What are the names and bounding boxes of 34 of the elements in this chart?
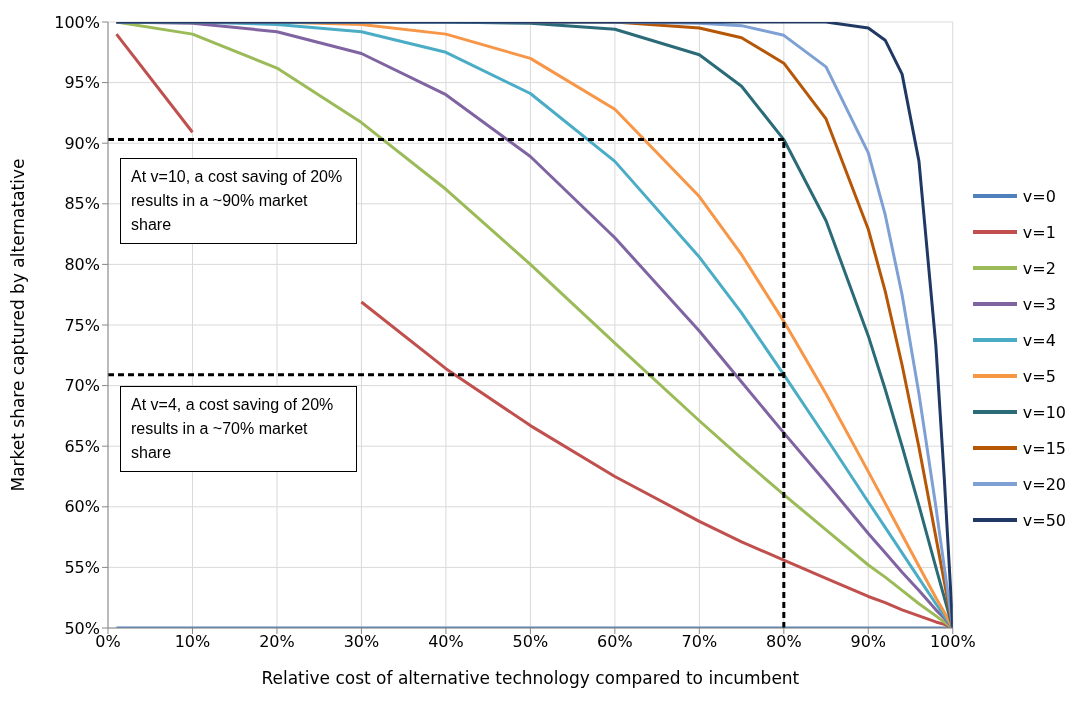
legend-label: v=3 [1022,294,1056,314]
x-tick-label: 50% [512,632,549,652]
x-tick-label: 70% [681,632,718,652]
y-tick-label: 55% [64,558,100,578]
y-axis-title: Market share captured by alternatative [8,158,29,492]
legend-label: v=4 [1022,330,1056,350]
x-tick-label: 10% [174,632,211,652]
legend-label: v=10 [1022,402,1066,422]
x-tick-label: 80% [766,632,802,652]
x-tick-label: 40% [428,632,464,652]
x-tick-label: 100% [929,632,976,652]
y-tick-label: 75% [64,315,100,335]
x-axis-title: Relative cost of alternative technology compared to incumbent [261,668,800,688]
legend-label: v=5 [1022,366,1056,386]
y-tick-label: 85% [64,194,100,214]
legend-label: v=50 [1022,510,1066,530]
y-tick-label: 100% [54,12,100,32]
y-tick-label: 90% [64,133,100,153]
legend-label: v=2 [1022,258,1056,278]
annotation: At v=10, a cost saving of 20% results in a ~90% market share [120,158,357,245]
annotation: At v=4, a cost saving of 20% results in a ~70% market share [120,385,357,472]
y-tick-label: 65% [64,436,100,456]
y-tick-label: 95% [64,73,100,93]
y-tick-label: 80% [64,255,100,275]
x-tick-label: 90% [850,632,887,652]
legend-label: v=1 [1022,222,1056,242]
legend-label: v=15 [1022,438,1066,458]
x-tick-label: 30% [343,632,380,652]
legend-label: v=0 [1022,186,1056,206]
x-tick-label: 60% [597,632,633,652]
legend-label: v=20 [1022,474,1066,494]
y-tick-label: 70% [64,376,100,396]
x-tick-label: 20% [259,632,295,652]
y-tick-label: 60% [64,497,100,517]
